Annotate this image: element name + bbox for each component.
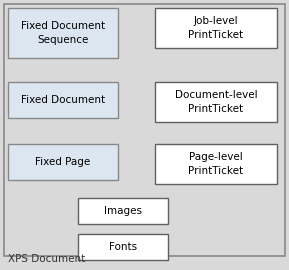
Bar	[78, 234, 168, 260]
Text: Fixed Document
Sequence: Fixed Document Sequence	[21, 21, 105, 45]
Bar	[78, 198, 168, 224]
Text: XPS Document: XPS Document	[8, 254, 85, 264]
Bar	[8, 8, 118, 58]
Bar	[8, 144, 118, 180]
Bar	[155, 8, 277, 48]
Bar	[155, 82, 277, 122]
Text: Page-level
PrintTicket: Page-level PrintTicket	[188, 152, 244, 176]
Text: Fonts: Fonts	[109, 242, 137, 252]
Bar	[155, 144, 277, 184]
Text: Fixed Page: Fixed Page	[35, 157, 91, 167]
Text: Images: Images	[104, 206, 142, 216]
Text: Job-level
PrintTicket: Job-level PrintTicket	[188, 16, 244, 40]
Bar	[8, 82, 118, 118]
Text: Document-level
PrintTicket: Document-level PrintTicket	[175, 90, 257, 114]
Text: Fixed Document: Fixed Document	[21, 95, 105, 105]
